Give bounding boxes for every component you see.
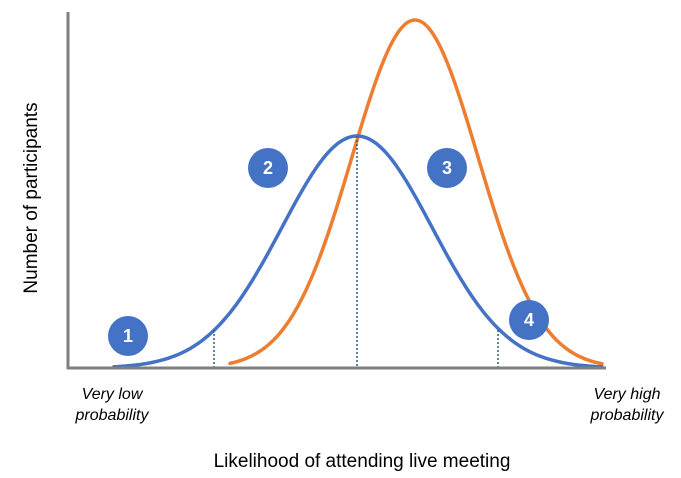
- x-end-label: probability: [590, 407, 665, 424]
- marker-label: 1: [123, 326, 133, 346]
- x-axis-title: Likelihood of attending live meeting: [214, 451, 511, 472]
- marker: [108, 316, 148, 356]
- marker: [427, 148, 467, 188]
- marker: [509, 300, 549, 340]
- curve: [112, 134, 604, 369]
- marker-label: 4: [524, 310, 534, 330]
- marker-label: 2: [263, 158, 273, 178]
- x-end-label: probability: [75, 407, 150, 424]
- y-axis-title: Number of participants: [21, 102, 42, 293]
- x-end-label: Very low: [82, 386, 144, 403]
- marker: [248, 148, 288, 188]
- marker-label: 3: [442, 158, 452, 178]
- x-end-label: Very high: [594, 386, 661, 403]
